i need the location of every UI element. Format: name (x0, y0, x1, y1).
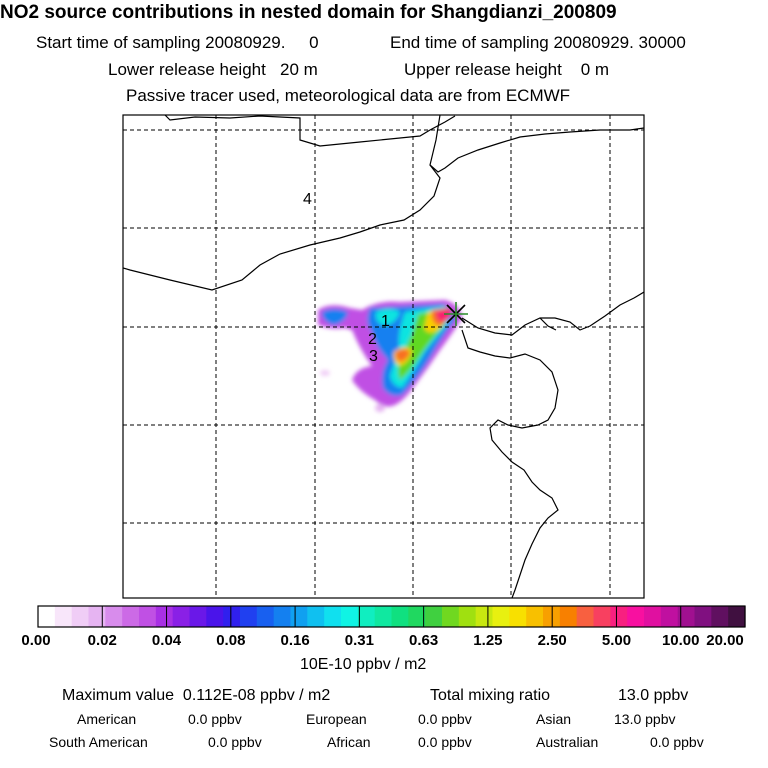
colorbar-swatch (593, 606, 611, 627)
max-value-number: 0.112E-08 ppbv / m2 (182, 687, 331, 704)
tracer-note: Passive tracer used, meteorological data… (126, 86, 571, 105)
region-american-value: 0.0 ppbv (188, 711, 242, 727)
colorbar-tick-label: 0.00 (21, 632, 51, 649)
receptor-marker (444, 302, 468, 326)
chart-title: NO2 source contributions in nested domai… (0, 2, 617, 23)
lower-release-label: Lower release height (108, 60, 266, 79)
colorbar-swatch (526, 606, 544, 627)
colorbar-swatch (223, 606, 241, 627)
colorbar-swatch (627, 606, 645, 627)
colorbar-swatch (357, 606, 376, 627)
colorbar-tick-label: 10.00 (661, 632, 700, 649)
colorbar-swatch (290, 606, 308, 627)
total-mixing-ratio-label: Total mixing ratio (430, 687, 551, 704)
colorbar-swatch (189, 606, 207, 627)
lower-release-value: 20 m (280, 60, 318, 79)
colorbar-swatch (307, 606, 325, 627)
plume-layer (318, 300, 462, 412)
max-value: Maximum value 0.112E-08 ppbv / m2 (62, 687, 330, 705)
colorbar-swatch (458, 606, 477, 627)
colorbar-swatch (172, 606, 191, 627)
colorbar-swatch (509, 606, 527, 627)
colorbar-swatch (660, 606, 679, 627)
colorbar-tick-label: 5.00 (601, 632, 632, 649)
colorbar-swatch (54, 606, 73, 627)
colorbar-swatch (240, 606, 258, 627)
region-european-name: European (306, 711, 367, 727)
colorbar-swatch (139, 606, 157, 627)
colorbar-swatch (492, 606, 510, 627)
colorbar-tick-label: 0.04 (151, 632, 182, 649)
region-label-3: 3 (369, 348, 378, 365)
start-time-hour: 0 (309, 33, 319, 52)
colorbar-tick-label: 0.63 (409, 632, 439, 649)
colorbar-tick-label: 0.02 (87, 632, 117, 649)
colorbar-swatch (644, 606, 662, 627)
colorbar-swatch (324, 606, 342, 627)
region-label-2: 2 (368, 331, 377, 348)
colorbar-tick-label: 0.08 (216, 632, 246, 649)
colorbar-swatch (475, 606, 494, 627)
colorbar-swatch (273, 606, 292, 627)
colorbar-unit: 10E-10 ppbv / m2 (300, 656, 427, 673)
colorbar (38, 606, 746, 627)
map-frame (122, 114, 645, 599)
region-label-1: 1 (381, 313, 390, 330)
total-mixing-ratio-value: 13.0 ppbv (618, 687, 689, 704)
colorbar-swatch (206, 606, 224, 627)
colorbar-swatch (425, 606, 443, 627)
max-value-label: Maximum value (62, 687, 175, 704)
region-australian-name: Australian (536, 734, 599, 750)
coastlines (123, 115, 644, 598)
colorbar-frame (37, 605, 746, 628)
region-african-name: African (327, 734, 371, 750)
start-time-label: Start time of sampling 20080929. (36, 33, 286, 52)
colorbar-swatch (576, 606, 595, 627)
region-south-american-name: South American (49, 734, 148, 750)
plume-band-orange (395, 308, 450, 362)
region-african-value: 0.0 ppbv (418, 734, 472, 750)
colorbar-swatch (711, 606, 729, 627)
region-asian-value: 13.0 ppbv (614, 711, 676, 727)
colorbar-swatch (88, 606, 106, 627)
colorbar-swatch (155, 606, 174, 627)
upper-release-value: 0 m (580, 60, 610, 79)
plume-faint-patch (320, 370, 330, 376)
graticule (123, 115, 644, 598)
region-label-4: 4 (303, 191, 312, 208)
colorbar-swatch (677, 606, 696, 627)
lower-release-height: Lower release height 20 m (108, 60, 318, 80)
colorbar-swatch (442, 606, 460, 627)
colorbar-swatch (38, 606, 56, 627)
colorbar-swatch (408, 606, 426, 627)
colorbar-swatch (374, 606, 393, 627)
colorbar-swatch (105, 606, 123, 627)
plume-faint-patch-2 (375, 404, 385, 412)
colorbar-swatch (256, 606, 275, 627)
colorbar-tick-label: 2.50 (537, 632, 567, 649)
plume-band-red (436, 309, 452, 322)
colorbar-swatch (728, 606, 746, 627)
colorbar-swatch (122, 606, 140, 627)
colorbar-swatch (71, 606, 90, 627)
upper-release-label: Upper release height (404, 60, 562, 79)
end-time: End time of sampling 20080929. 30000 (390, 33, 686, 52)
colorbar-swatch (694, 606, 712, 627)
colorbar-tick-label: 0.31 (344, 632, 374, 649)
colorbar-tick-label: 0.16 (280, 632, 310, 649)
region-south-american-value: 0.0 ppbv (208, 734, 262, 750)
region-european-value: 0.0 ppbv (418, 711, 472, 727)
colorbar-swatch (610, 606, 628, 627)
colorbar-tick-label: 1.25 (473, 632, 503, 649)
region-american-name: American (77, 711, 137, 727)
region-asian-name: Asian (536, 711, 572, 727)
upper-release-height: Upper release height 0 m (404, 60, 609, 80)
colorbar-swatch (391, 606, 409, 627)
region-australian-value: 0.0 ppbv (650, 734, 704, 750)
colorbar-swatch (341, 606, 359, 627)
colorbar-swatch (559, 606, 578, 627)
colorbar-tick-label: 20.00 (706, 632, 744, 649)
start-time: Start time of sampling 20080929. 0 (36, 33, 319, 53)
